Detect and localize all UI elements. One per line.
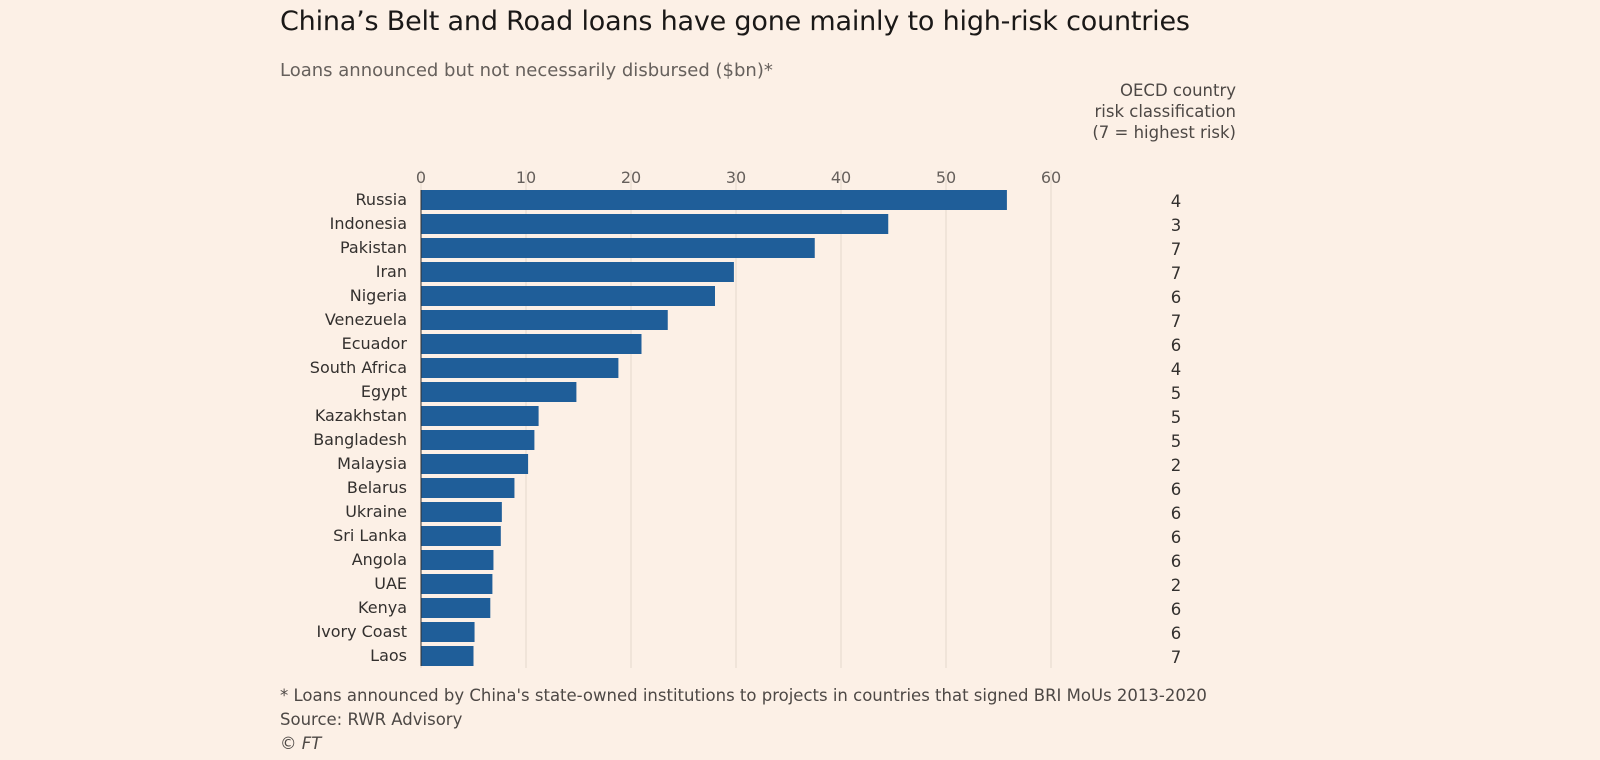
bar <box>421 334 642 354</box>
risk-value: 7 <box>1171 240 1182 259</box>
category-label: Belarus <box>347 478 407 497</box>
risk-value: 6 <box>1171 504 1182 523</box>
category-label: South Africa <box>310 358 407 377</box>
bar <box>421 238 815 258</box>
bar <box>421 502 502 522</box>
bar <box>421 646 474 666</box>
bar <box>421 598 491 618</box>
bar <box>421 262 734 282</box>
risk-column-header: OECD country risk classification (7 = hi… <box>1092 80 1236 143</box>
footnote: * Loans announced by China's state-owned… <box>280 686 1207 705</box>
bar <box>421 382 577 402</box>
bar <box>421 478 515 498</box>
risk-value: 6 <box>1171 480 1182 499</box>
bar <box>421 214 889 234</box>
bar <box>421 358 619 378</box>
category-label: Kenya <box>358 598 407 617</box>
risk-header-line: OECD country <box>1120 81 1236 100</box>
bar <box>421 310 668 330</box>
risk-value: 7 <box>1171 312 1182 331</box>
risk-value: 6 <box>1171 336 1182 355</box>
risk-value: 5 <box>1171 384 1182 403</box>
bar <box>421 286 715 306</box>
source-note: Source: RWR Advisory <box>280 710 463 729</box>
risk-value: 2 <box>1171 576 1182 595</box>
risk-value: 3 <box>1171 216 1182 235</box>
category-label: Russia <box>356 190 407 209</box>
bar <box>421 190 1007 210</box>
risk-value: 6 <box>1171 288 1182 307</box>
x-tick-label: 50 <box>936 168 956 187</box>
chart-footer: * Loans announced by China's state-owned… <box>280 684 1207 756</box>
risk-value: 6 <box>1171 624 1182 643</box>
chart-subtitle: Loans announced but not necessarily disb… <box>280 60 773 81</box>
category-label: Sri Lanka <box>333 526 407 545</box>
risk-value: 7 <box>1171 648 1182 667</box>
risk-value: 6 <box>1171 528 1182 547</box>
risk-header-line: (7 = highest risk) <box>1092 123 1236 142</box>
risk-value: 6 <box>1171 600 1182 619</box>
x-tick-label: 30 <box>726 168 746 187</box>
category-label: Laos <box>370 646 407 665</box>
risk-value: 5 <box>1171 408 1182 427</box>
category-label: Ukraine <box>345 502 407 521</box>
risk-value: 2 <box>1171 456 1182 475</box>
bar <box>421 454 529 474</box>
bar <box>421 622 475 642</box>
x-tick-label: 0 <box>416 168 426 187</box>
category-label: Iran <box>376 262 407 281</box>
category-label: Pakistan <box>340 238 407 257</box>
category-label: Kazakhstan <box>315 406 407 425</box>
bar <box>421 550 494 570</box>
x-tick-label: 40 <box>831 168 851 187</box>
bar <box>421 430 535 450</box>
bar <box>421 574 493 594</box>
category-label: Bangladesh <box>313 430 407 449</box>
bar <box>421 526 501 546</box>
category-label: Venezuela <box>325 310 407 329</box>
category-label: Indonesia <box>330 214 407 233</box>
x-tick-label: 10 <box>516 168 536 187</box>
risk-value: 5 <box>1171 432 1182 451</box>
chart-title: China’s Belt and Road loans have gone ma… <box>280 6 1190 37</box>
x-tick-label: 60 <box>1041 168 1061 187</box>
risk-value: 4 <box>1171 192 1182 211</box>
risk-value: 4 <box>1171 360 1182 379</box>
category-label: Nigeria <box>350 286 407 305</box>
risk-value: 6 <box>1171 552 1182 571</box>
category-label: Ivory Coast <box>317 622 407 641</box>
category-label: Malaysia <box>337 454 407 473</box>
risk-value: 7 <box>1171 264 1182 283</box>
category-label: Ecuador <box>342 334 408 353</box>
x-tick-label: 20 <box>621 168 641 187</box>
risk-header-line: risk classification <box>1094 102 1237 121</box>
category-label: Egypt <box>361 382 407 401</box>
copyright: © FT <box>280 734 322 753</box>
category-label: UAE <box>374 574 407 593</box>
category-label: Angola <box>352 550 407 569</box>
bar <box>421 406 539 426</box>
